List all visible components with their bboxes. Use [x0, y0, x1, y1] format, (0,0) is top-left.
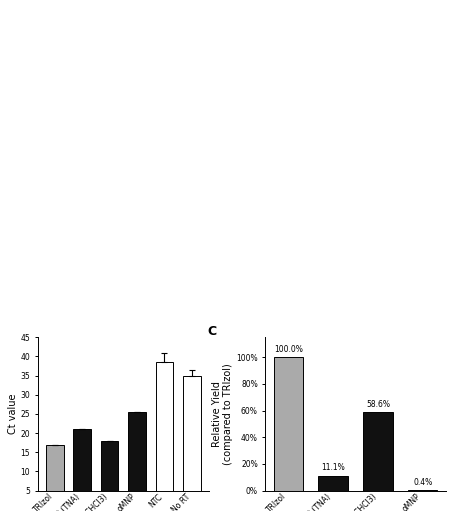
Text: 58.6%: 58.6%: [366, 400, 390, 409]
Text: 11.1%: 11.1%: [321, 463, 345, 473]
Bar: [155, 362, 173, 510]
Bar: [128, 412, 146, 510]
Bar: [73, 429, 91, 510]
Bar: [46, 445, 64, 510]
Bar: [273, 357, 303, 491]
Bar: [319, 476, 347, 491]
Bar: [408, 490, 438, 491]
Y-axis label: Ct value: Ct value: [8, 393, 18, 434]
Bar: [100, 440, 118, 510]
Bar: [364, 412, 392, 491]
Bar: [183, 376, 201, 510]
Text: 100.0%: 100.0%: [274, 345, 302, 354]
Text: 0.4%: 0.4%: [413, 478, 432, 486]
Text: C: C: [208, 325, 217, 338]
Y-axis label: Relative Yield
(compared to TRIzol): Relative Yield (compared to TRIzol): [212, 363, 233, 465]
